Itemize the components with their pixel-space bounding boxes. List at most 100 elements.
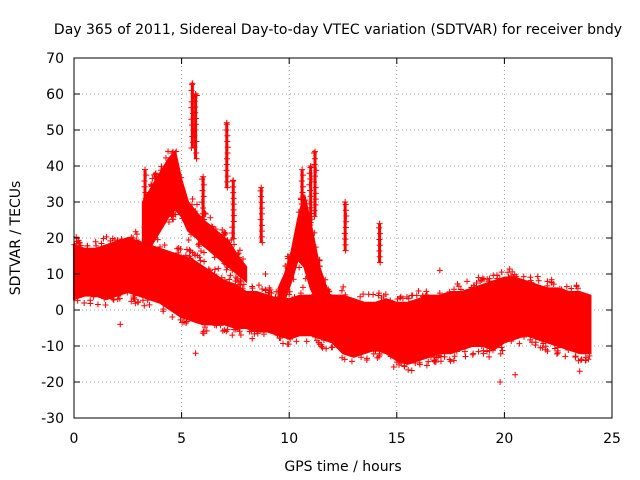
spike-marker <box>341 230 348 237</box>
main-band-marker <box>339 354 346 361</box>
main-band-marker <box>358 354 365 361</box>
main-band-marker <box>480 350 487 357</box>
main-band-marker <box>249 335 256 342</box>
main-band-marker <box>90 293 97 300</box>
rise-band-marker <box>318 310 325 317</box>
main-band-marker <box>405 366 412 373</box>
main-band-marker <box>114 237 121 244</box>
spike-marker <box>142 166 149 173</box>
main-band-marker <box>77 242 84 249</box>
ridge-band-marker <box>234 251 241 258</box>
rise-band-marker <box>320 311 327 318</box>
main-band-marker <box>291 294 298 301</box>
ridge-band-marker <box>197 248 204 255</box>
main-band-marker <box>527 274 534 281</box>
spike-marker <box>258 228 265 235</box>
main-band-marker <box>342 291 349 298</box>
main-band-marker <box>239 285 246 292</box>
spike-marker <box>170 190 177 197</box>
main-band-marker <box>205 266 212 273</box>
main-band-marker <box>189 249 196 256</box>
main-band-marker <box>498 344 505 351</box>
main-band-marker <box>498 269 505 276</box>
main-band-marker <box>454 280 461 287</box>
ridge-band-marker <box>235 250 242 257</box>
spike-marker <box>169 196 176 203</box>
ridge-band-marker <box>209 224 216 231</box>
main-band-marker <box>144 297 151 304</box>
spike-marker <box>200 227 207 234</box>
main-band-marker <box>265 291 272 298</box>
spike-marker <box>191 144 198 151</box>
spike-marker <box>230 212 237 219</box>
main-band-marker <box>197 257 204 264</box>
main-band-marker <box>201 324 208 331</box>
main-band-marker <box>572 354 579 361</box>
spike-marker <box>258 193 265 200</box>
spike-marker <box>308 199 315 205</box>
spike-marker <box>342 207 349 214</box>
main-band-marker <box>451 353 458 360</box>
x-tick-label: 5 <box>177 431 186 447</box>
spike-marker <box>192 121 199 128</box>
main-band-marker <box>160 306 167 313</box>
main-band-marker <box>109 235 116 242</box>
spike-marker <box>151 231 158 238</box>
spike-marker <box>193 150 200 157</box>
main-band-marker <box>532 339 539 346</box>
main-band-marker <box>200 328 207 335</box>
main-band-marker <box>568 285 575 292</box>
spike-marker <box>169 150 176 157</box>
main-band-marker <box>378 294 385 301</box>
main-band-marker <box>161 242 168 249</box>
main-band-marker <box>425 358 432 365</box>
spike-marker <box>224 138 231 145</box>
ridge-band-marker <box>208 223 215 230</box>
spike-marker <box>307 175 314 182</box>
spike-marker <box>376 242 383 249</box>
spike-marker <box>310 150 317 157</box>
spike-marker <box>342 247 349 254</box>
main-band-marker <box>274 332 281 339</box>
spike-marker <box>307 193 314 200</box>
spike-marker <box>376 236 383 243</box>
spike-marker <box>230 195 237 202</box>
main-band-marker <box>285 341 292 348</box>
spike-marker <box>375 224 382 231</box>
spike-marker <box>141 177 148 184</box>
main-band-marker <box>293 338 300 345</box>
spike-marker <box>141 183 148 190</box>
ridge-band-marker <box>211 254 218 261</box>
spike-marker <box>168 178 175 185</box>
spike-marker <box>151 220 158 227</box>
x-axis-label: GPS time / hours <box>284 459 401 475</box>
main-band-marker <box>539 344 546 351</box>
y-tick-label: 60 <box>46 87 64 103</box>
main-band-marker <box>201 258 208 265</box>
main-band-marker <box>390 364 397 371</box>
main-band-marker <box>462 353 469 360</box>
main-band-marker <box>266 289 273 296</box>
y-axis-label: SDTVAR / TECUs <box>8 181 24 296</box>
main-band-marker <box>175 244 182 251</box>
main-band-marker <box>194 252 201 259</box>
spike-marker <box>188 87 195 94</box>
spike-marker <box>143 172 150 179</box>
spike-marker <box>224 184 231 191</box>
spike-marker <box>143 200 150 207</box>
main-band-marker <box>453 348 460 355</box>
ridge-band-marker <box>240 256 247 263</box>
main-band-marker <box>477 278 484 285</box>
main-band-marker <box>424 292 431 299</box>
spike-marker <box>297 195 304 202</box>
main-band-marker <box>341 356 348 363</box>
spike-marker <box>308 210 315 217</box>
main-band-marker <box>299 284 306 291</box>
main-band-marker <box>246 328 253 335</box>
main-band-marker <box>84 242 91 249</box>
main-band-marker <box>436 290 443 297</box>
main-band-marker <box>249 285 256 292</box>
ridge-band-marker <box>178 174 185 181</box>
main-band-marker <box>575 357 582 364</box>
